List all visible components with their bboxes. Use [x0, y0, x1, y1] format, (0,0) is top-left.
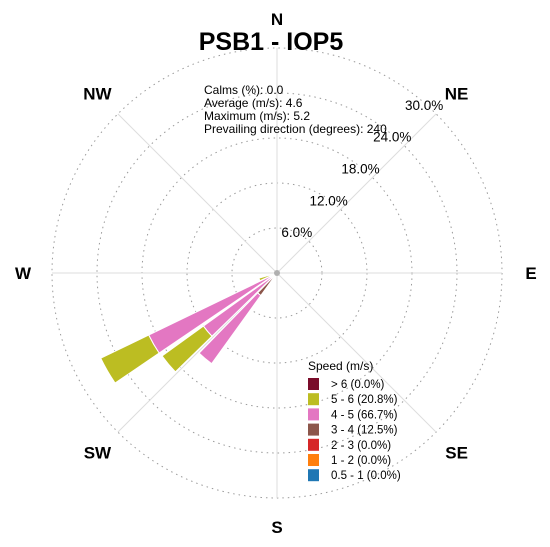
legend-label-0: > 6 (0.0%): [331, 379, 385, 391]
compass-label-n: N: [271, 10, 283, 29]
wind-bars: [100, 272, 278, 384]
center-dot: [274, 270, 280, 276]
stat-maximum: Maximum (m/s): 5.2: [204, 109, 310, 123]
legend-label-2: 4 - 5 (66.7%): [331, 409, 398, 421]
radial-grid: [51, 47, 503, 499]
legend-swatch-1: [308, 393, 319, 406]
legend-swatch-5: [308, 454, 319, 466]
stats-block: Calms (%): 0.0 Average (m/s): 4.6 Maximu…: [204, 83, 387, 136]
radial-tick-label-3: 24.0%: [373, 130, 411, 145]
radial-tick-labels: 6.0% 12.0% 18.0% 24.0% 30.0%: [281, 98, 443, 240]
compass-label-w: W: [15, 264, 32, 283]
bar-240-5-6: [100, 334, 160, 384]
grid-spoke-45: [276, 113, 437, 274]
compass-label-ne: NE: [445, 84, 469, 103]
compass-label-s: S: [271, 518, 282, 537]
bar-220-4-5: [198, 292, 262, 365]
stat-average: Average (m/s): 4.6: [204, 96, 303, 110]
bar-230-5-6: [161, 325, 213, 373]
legend-label-1: 5 - 6 (20.8%): [331, 394, 398, 406]
legend-swatch-3: [308, 423, 319, 436]
grid-spoke-315: [117, 113, 278, 274]
legend-title: Speed (m/s): [308, 359, 373, 373]
grid-spoke-225: [117, 272, 278, 433]
stat-calms: Calms (%): 0.0: [204, 83, 284, 97]
compass-label-se: SE: [445, 444, 468, 463]
legend: Speed (m/s) > 6 (0.0%) 5 - 6 (20.8%) 4 - 5…: [308, 359, 401, 482]
radial-tick-label-1: 12.0%: [309, 193, 347, 208]
compass-label-nw: NW: [83, 84, 112, 103]
legend-swatch-2: [308, 408, 319, 421]
compass-label-e: E: [525, 264, 536, 283]
legend-swatch-4: [308, 438, 319, 451]
legend-label-6: 0.5 - 1 (0.0%): [331, 470, 401, 482]
legend-label-5: 1 - 2 (0.0%): [331, 455, 391, 467]
chart-title: PSB1 - IOP5: [199, 28, 344, 56]
stat-prevailing: Prevailing direction (degrees): 240: [204, 122, 387, 136]
radial-tick-label-0: 6.0%: [281, 225, 312, 240]
legend-swatch-6: [308, 469, 319, 482]
compass-label-sw: SW: [84, 444, 112, 463]
legend-label-3: 3 - 4 (12.5%): [331, 425, 398, 437]
radial-tick-label-2: 18.0%: [341, 162, 379, 177]
grid-spoke-135: [276, 272, 437, 433]
radial-tick-label-4: 30.0%: [405, 98, 443, 113]
bar-250-5-6: [258, 274, 272, 282]
legend-label-4: 2 - 3 (0.0%): [331, 440, 391, 452]
compass-labels: N NE E SE S SW W NW: [15, 10, 537, 537]
legend-swatch-0: [308, 378, 319, 390]
